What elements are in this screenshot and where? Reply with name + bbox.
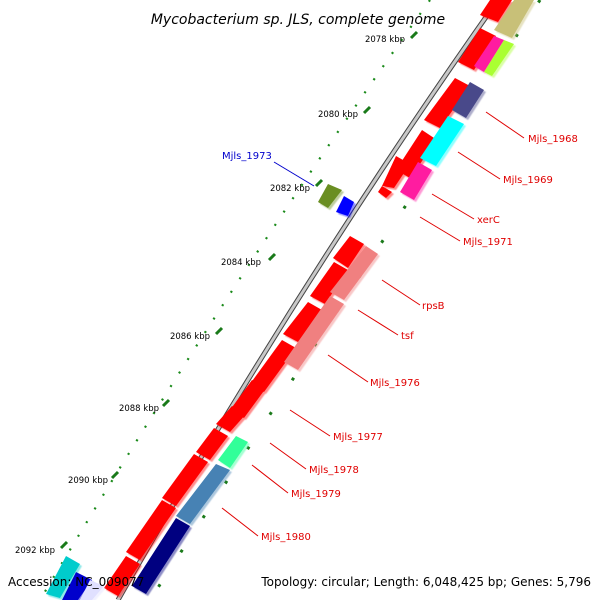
gene-label-mjls-1971: Mjls_1971	[463, 237, 513, 248]
feature-block	[318, 184, 342, 208]
cds-arrow	[250, 340, 296, 392]
ruler-ticks	[59, 30, 419, 550]
cds-arrow	[333, 236, 364, 268]
feature-block	[400, 162, 432, 200]
cds-arrow	[480, 0, 512, 22]
feature-block	[474, 36, 504, 72]
feature-block	[284, 296, 344, 370]
map-title: Mycobacterium sp. JLS, complete genome	[151, 12, 445, 28]
cds-arrow	[196, 428, 228, 460]
tick-label: 2090 kbp	[68, 476, 108, 486]
feature-block	[336, 196, 354, 216]
forward-cds-track	[104, 0, 512, 596]
feature-block	[420, 116, 464, 166]
cds-arrow	[104, 556, 140, 596]
genome-backbone	[115, 0, 501, 600]
feature-blocks-track	[132, 0, 534, 594]
cds-arrow	[216, 406, 246, 432]
gene-label-rpsb: rpsB	[422, 301, 445, 312]
tick-label: 2078 kbp	[365, 35, 405, 45]
cds-arrow	[310, 262, 348, 304]
gene-label-xerc: xerC	[477, 215, 500, 226]
reverse-features-track	[46, 184, 354, 600]
feature-block	[218, 436, 248, 468]
feature-block	[452, 82, 484, 118]
feature-block	[132, 518, 190, 594]
feature-block	[46, 556, 80, 598]
cds-arrow	[230, 380, 266, 418]
accession-text: Accession: NC_009077	[8, 575, 144, 589]
label-leaders	[221, 111, 525, 537]
topology-text: Topology: circular; Length: 6,048,425 bp…	[260, 575, 591, 589]
tick-label: 2088 kbp	[119, 404, 159, 414]
gene-label-mjls-1976: Mjls_1976	[370, 378, 420, 389]
tick-label: 2086 kbp	[170, 332, 210, 342]
gene-label-mjls-1968: Mjls_1968	[528, 134, 578, 145]
tick-label: 2082 kbp	[270, 184, 310, 194]
ruler-tick-labels: 2078 kbp 2080 kbp 2082 kbp 2084 kbp 2086…	[15, 35, 405, 556]
feature-block	[80, 580, 104, 600]
cds-arrow	[458, 28, 496, 70]
label-leader-blue	[273, 161, 315, 187]
cds-arrow	[126, 500, 176, 560]
feature-block	[484, 40, 514, 76]
ruler-ring	[39, 0, 431, 600]
gene-label-tsf: tsf	[401, 331, 414, 342]
feature-block	[176, 464, 230, 524]
cds-arrow	[378, 186, 392, 198]
gene-label-mjls-1977: Mjls_1977	[333, 432, 383, 443]
cds-arrow	[382, 156, 410, 188]
gene-label-mjls-1979: Mjls_1979	[291, 489, 341, 500]
cds-arrow	[162, 454, 208, 506]
gene-label-mjls-1973: Mjls_1973	[222, 151, 272, 162]
feature-block	[330, 246, 378, 300]
cds-arrow	[424, 78, 470, 128]
feature-block	[494, 0, 534, 38]
gene-label-mjls-1980: Mjls_1980	[261, 532, 311, 543]
gene-label-mjls-1978: Mjls_1978	[309, 465, 359, 476]
tick-label: 2092 kbp	[15, 546, 55, 556]
tick-label: 2084 kbp	[221, 258, 261, 268]
tick-label: 2080 kbp	[318, 110, 358, 120]
genome-backbone-highlight	[116, 0, 500, 600]
cds-arrow	[283, 302, 322, 342]
feature-block	[62, 572, 92, 600]
gene-label-mjls-1969: Mjls_1969	[503, 175, 553, 186]
